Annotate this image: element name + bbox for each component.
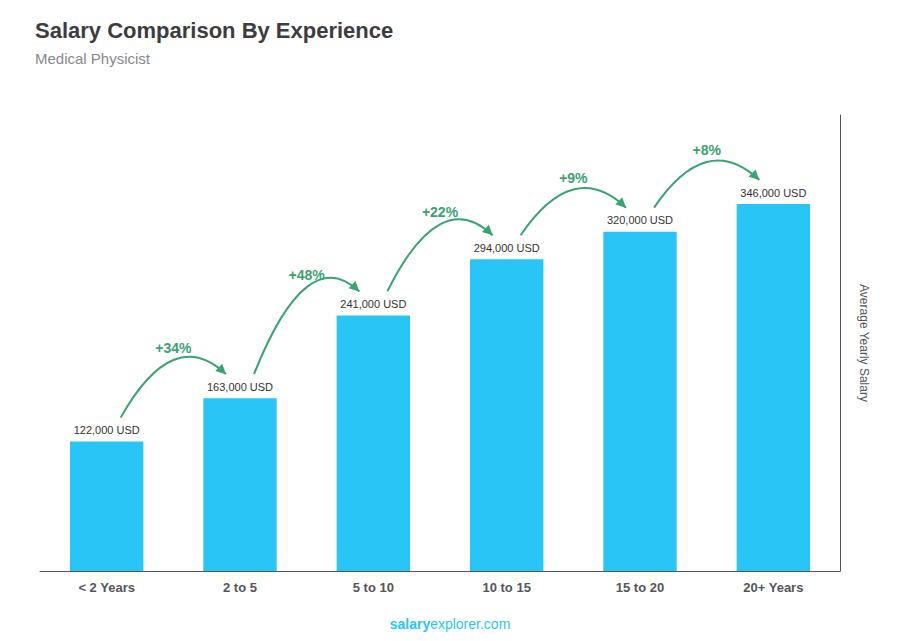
svg-text:+8%: +8% <box>692 142 721 158</box>
svg-text:15 to 20: 15 to 20 <box>616 580 664 595</box>
svg-text:Salary Comparison By Experienc: Salary Comparison By Experience <box>35 18 393 43</box>
svg-text:20+ Years: 20+ Years <box>743 580 803 595</box>
svg-text:163,000 USD: 163,000 USD <box>207 381 273 393</box>
svg-text:+9%: +9% <box>559 170 588 186</box>
svg-text:+34%: +34% <box>155 340 192 356</box>
svg-text:294,000 USD: 294,000 USD <box>474 242 540 254</box>
svg-text:320,000 USD: 320,000 USD <box>607 214 673 226</box>
svg-text:10 to 15: 10 to 15 <box>482 580 530 595</box>
svg-text:5 to 10: 5 to 10 <box>353 580 394 595</box>
svg-text:346,000 USD: 346,000 USD <box>740 187 806 199</box>
svg-text:Medical Physicist: Medical Physicist <box>35 50 151 67</box>
svg-text:241,000 USD: 241,000 USD <box>340 298 406 310</box>
svg-text:+48%: +48% <box>289 267 326 283</box>
svg-text:< 2 Years: < 2 Years <box>78 580 135 595</box>
svg-text:salary: salary <box>390 616 431 632</box>
svg-text:+22%: +22% <box>422 204 459 220</box>
svg-text:explorer.com: explorer.com <box>430 616 510 632</box>
svg-text:2 to 5: 2 to 5 <box>223 580 257 595</box>
svg-text:122,000 USD: 122,000 USD <box>74 424 140 436</box>
svg-text:Average Yearly Salary: Average Yearly Salary <box>857 284 871 402</box>
